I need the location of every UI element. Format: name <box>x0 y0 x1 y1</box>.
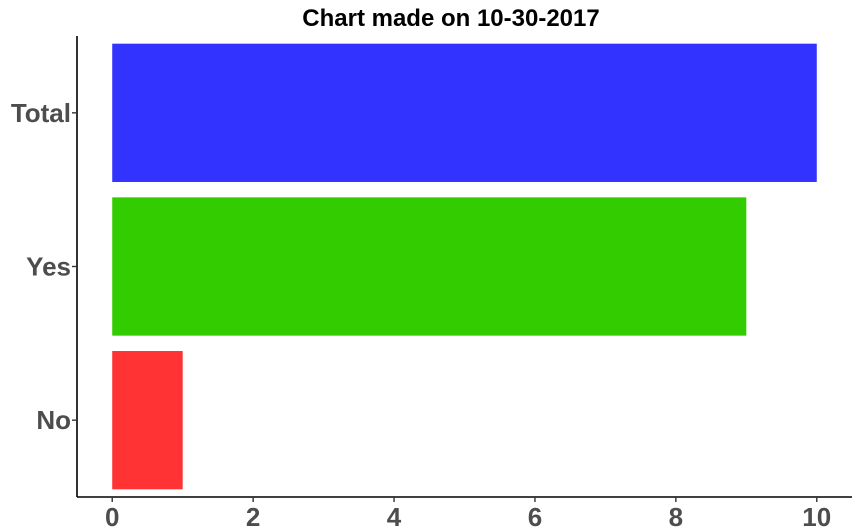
x-tick-label-8: 8 <box>669 502 683 531</box>
bars-layer <box>112 43 817 490</box>
x-tick-label-10: 10 <box>802 502 831 531</box>
y-tick-label-total: Total <box>11 98 71 128</box>
y-tick-label-no: No <box>36 405 71 435</box>
x-tick-label-0: 0 <box>105 502 119 531</box>
x-tick-label-4: 4 <box>387 502 402 531</box>
labels-layer: No Yes Total 0 2 4 6 8 10 <box>11 98 831 531</box>
x-tick-label-6: 6 <box>528 502 542 531</box>
y-tick-label-yes: Yes <box>26 252 71 282</box>
chart-title: Chart made on 10-30-2017 <box>302 5 599 32</box>
axes-layer <box>72 36 852 502</box>
bar-yes <box>112 197 747 336</box>
bar-total <box>112 43 817 182</box>
x-tick-label-2: 2 <box>246 502 260 531</box>
bar-no <box>112 351 183 490</box>
